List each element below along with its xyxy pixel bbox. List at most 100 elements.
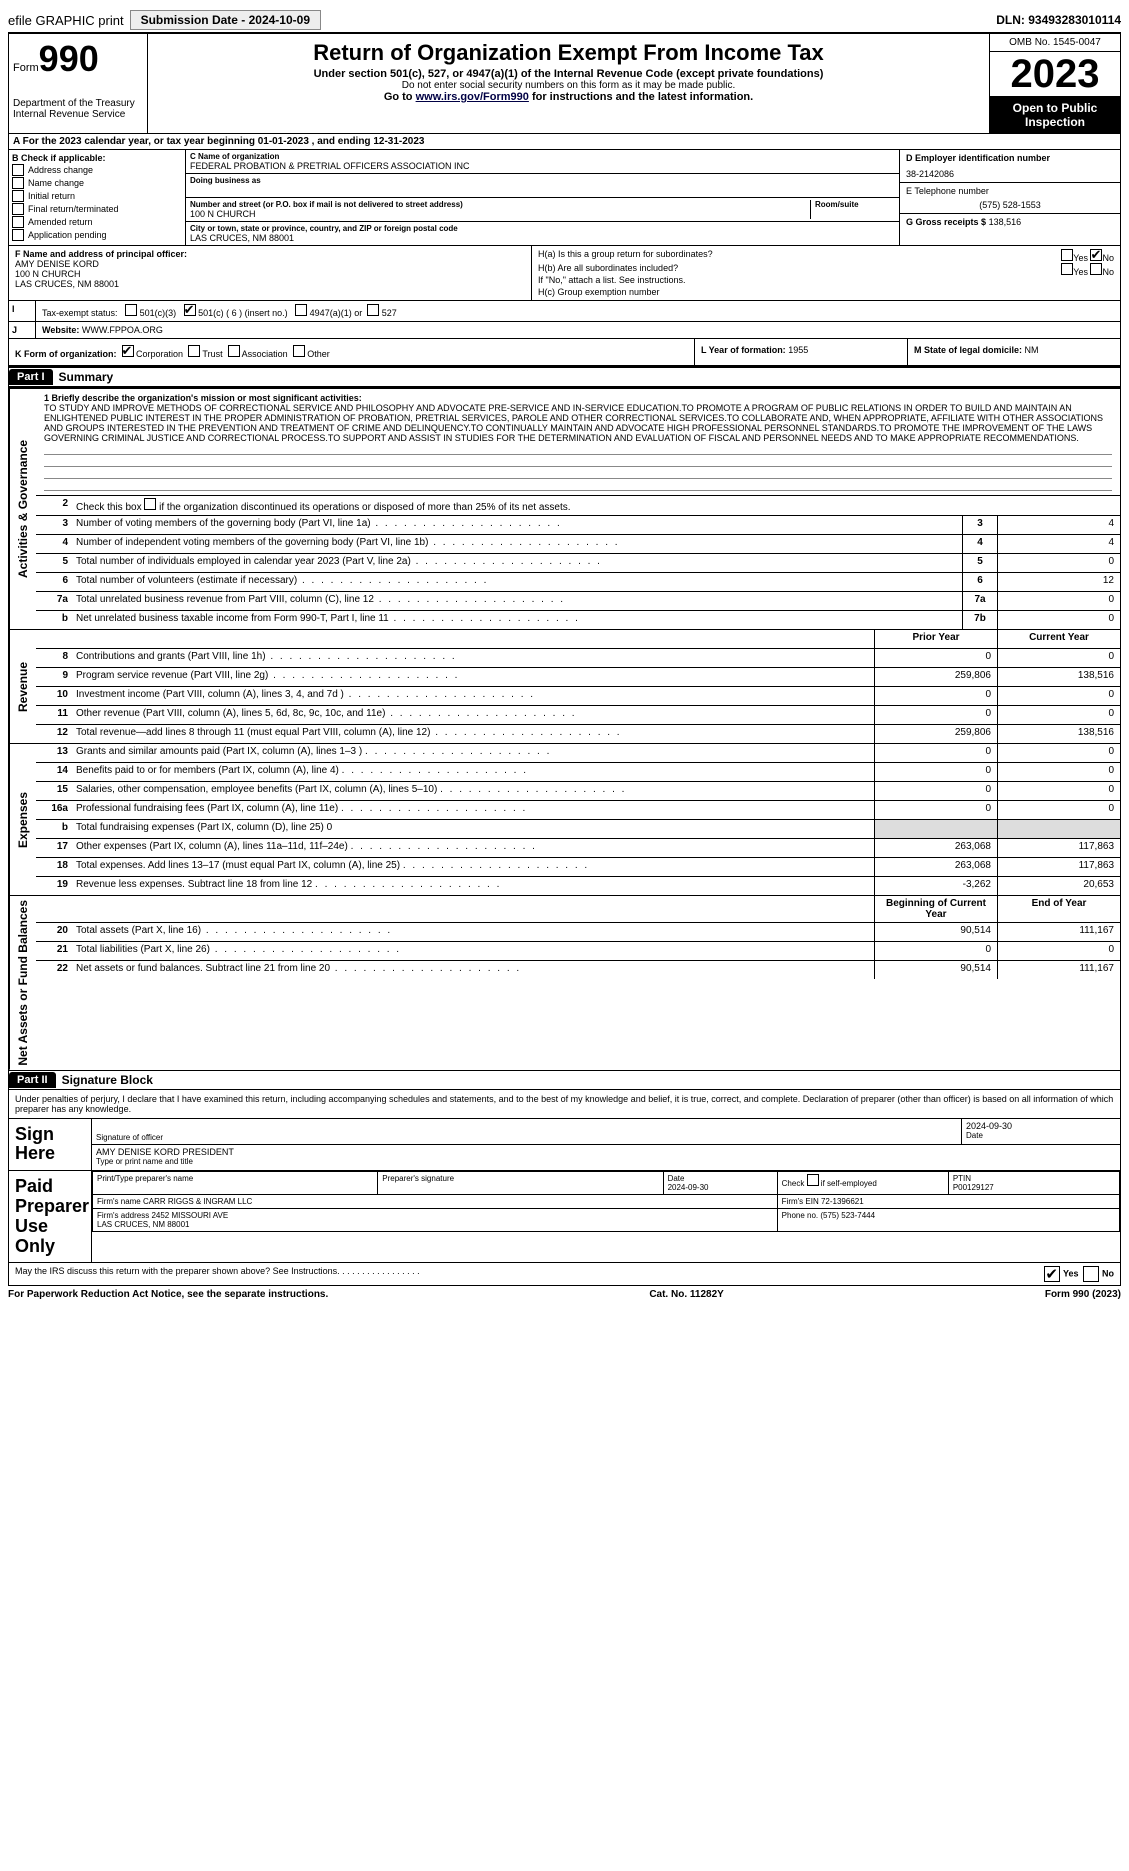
line2-checkbox[interactable] bbox=[144, 498, 156, 510]
discuss-no-box[interactable] bbox=[1083, 1266, 1099, 1282]
chk-amended-return[interactable]: Amended return bbox=[12, 216, 182, 228]
prior-val: 259,806 bbox=[874, 668, 997, 686]
goto-suffix: for instructions and the latest informat… bbox=[529, 91, 753, 103]
curr-val: 0 bbox=[997, 687, 1120, 705]
header-right: OMB No. 1545-0047 2023 Open to Public In… bbox=[989, 34, 1120, 133]
curr-val: 0 bbox=[997, 942, 1120, 960]
line1-num: 1 bbox=[44, 393, 49, 403]
line-desc: Total number of individuals employed in … bbox=[72, 554, 962, 572]
prior-val: 263,068 bbox=[874, 858, 997, 876]
k-assoc-box[interactable] bbox=[228, 345, 240, 357]
sign-here-content: Signature of officer 2024-09-30 Date AMY… bbox=[91, 1119, 1120, 1171]
h-b: H(b) Are all subordinates included? Yes … bbox=[538, 263, 1114, 273]
line-desc: Salaries, other compensation, employee b… bbox=[72, 782, 874, 800]
527-box[interactable] bbox=[367, 304, 379, 316]
part1-label: Part I bbox=[9, 369, 53, 385]
exp-line-18: 18 Total expenses. Add lines 13–17 (must… bbox=[36, 858, 1120, 877]
chk-application-pending[interactable]: Application pending bbox=[12, 229, 182, 241]
line-desc: Contributions and grants (Part VIII, lin… bbox=[72, 649, 874, 667]
line-desc: Total revenue—add lines 8 through 11 (mu… bbox=[72, 725, 874, 743]
ein-label: D Employer identification number bbox=[906, 153, 1114, 163]
ha-no-box[interactable] bbox=[1090, 249, 1102, 261]
exp-line-15: 15 Salaries, other compensation, employe… bbox=[36, 782, 1120, 801]
line-4: 4 Number of independent voting members o… bbox=[36, 535, 1120, 554]
chk-name-change-label: Name change bbox=[28, 178, 84, 188]
current-year-header: Current Year bbox=[997, 630, 1120, 648]
rev-hdr-num bbox=[36, 630, 72, 648]
tax-exempt-status: Tax-exempt status: 501(c)(3) 501(c) ( 6 … bbox=[36, 301, 1120, 321]
tax-year: 2023 bbox=[990, 52, 1120, 97]
box-m: M State of legal domicile: NM bbox=[907, 339, 1120, 365]
ha-yes: Yes bbox=[1073, 253, 1088, 263]
prep-date-hdr: Date bbox=[668, 1174, 685, 1183]
nab-line-22: 22 Net assets or fund balances. Subtract… bbox=[36, 961, 1120, 979]
501c3-box[interactable] bbox=[125, 304, 137, 316]
activities-governance-section: Activities & Governance 1 Briefly descri… bbox=[8, 387, 1121, 630]
footer-catalog: Cat. No. 11282Y bbox=[649, 1289, 723, 1300]
discuss-yes: Yes bbox=[1063, 1269, 1079, 1279]
m-value: NM bbox=[1025, 345, 1039, 355]
ptin-value: P00129127 bbox=[953, 1183, 994, 1192]
line-num: 6 bbox=[36, 573, 72, 591]
rev-line-11: 11 Other revenue (Part VIII, column (A),… bbox=[36, 706, 1120, 725]
line-desc: Total fundraising expenses (Part IX, col… bbox=[72, 820, 874, 838]
exp-line-19: 19 Revenue less expenses. Subtract line … bbox=[36, 877, 1120, 895]
firm-addr2: LAS CRUCES, NM 88001 bbox=[97, 1220, 189, 1229]
l-label: L Year of formation: bbox=[701, 345, 788, 355]
gross-receipts-label: G Gross receipts $ bbox=[906, 217, 986, 227]
header-left: Form990 Department of the Treasury Inter… bbox=[9, 34, 148, 133]
discuss-yes-box[interactable] bbox=[1044, 1266, 1060, 1282]
line-desc: Number of independent voting members of … bbox=[72, 535, 962, 553]
curr-val bbox=[997, 820, 1120, 838]
self-employed-box[interactable] bbox=[807, 1174, 819, 1186]
officer-addr2: LAS CRUCES, NM 88001 bbox=[15, 279, 525, 289]
gross-receipts-cell: G Gross receipts $ 138,516 bbox=[900, 214, 1120, 230]
org-name: FEDERAL PROBATION & PRETRIAL OFFICERS AS… bbox=[190, 161, 895, 171]
ha-no: No bbox=[1102, 253, 1114, 263]
hc-label: H(c) Group exemption number bbox=[538, 287, 1114, 297]
phone-label: E Telephone number bbox=[906, 186, 1114, 196]
chk-final-return[interactable]: Final return/terminated bbox=[12, 203, 182, 215]
goto-link[interactable]: www.irs.gov/Form990 bbox=[416, 91, 529, 103]
k-other-box[interactable] bbox=[293, 345, 305, 357]
chk-amended-return-label: Amended return bbox=[28, 217, 93, 227]
line-box: 6 bbox=[962, 573, 997, 591]
city-cell: City or town, state or province, country… bbox=[186, 222, 899, 245]
k-trust-box[interactable] bbox=[188, 345, 200, 357]
curr-val: 0 bbox=[997, 782, 1120, 800]
line-num: 5 bbox=[36, 554, 72, 572]
curr-val: 117,863 bbox=[997, 839, 1120, 857]
k-corp-box[interactable] bbox=[122, 345, 134, 357]
k-trust: Trust bbox=[202, 349, 222, 359]
m-label: M State of legal domicile: bbox=[914, 345, 1025, 355]
501c-box[interactable] bbox=[184, 304, 196, 316]
dba-label: Doing business as bbox=[190, 176, 895, 185]
ha-yes-box[interactable] bbox=[1061, 249, 1073, 261]
line1-mission: 1 Briefly describe the organization's mi… bbox=[36, 389, 1120, 496]
line-num: 10 bbox=[36, 687, 72, 705]
discuss-row: May the IRS discuss this return with the… bbox=[9, 1262, 1120, 1285]
4947-box[interactable] bbox=[295, 304, 307, 316]
paid-preparer-row: Paid Preparer Use Only Print/Type prepar… bbox=[9, 1171, 1120, 1262]
part1-header-row: Part I Summary bbox=[8, 366, 1121, 387]
hb-yes: Yes bbox=[1073, 267, 1088, 277]
curr-val: 0 bbox=[997, 649, 1120, 667]
ein-value: 38-2142086 bbox=[906, 169, 1114, 179]
prior-val: 0 bbox=[874, 942, 997, 960]
line2-desc: Check this box if the organization disco… bbox=[72, 496, 1120, 515]
line-num: 22 bbox=[36, 961, 72, 979]
chk-initial-return[interactable]: Initial return bbox=[12, 190, 182, 202]
part2-label: Part II bbox=[9, 1072, 56, 1088]
chk-address-change[interactable]: Address change bbox=[12, 164, 182, 176]
chk-name-change[interactable]: Name change bbox=[12, 177, 182, 189]
submission-date-button[interactable]: Submission Date - 2024-10-09 bbox=[130, 10, 321, 30]
form-number: Form990 bbox=[13, 38, 143, 80]
officer-name-label: Type or print name and title bbox=[96, 1157, 1116, 1166]
gross-receipts-value: 138,516 bbox=[989, 217, 1022, 227]
hb-yes-box[interactable] bbox=[1061, 263, 1073, 275]
hb-no-box[interactable] bbox=[1090, 263, 1102, 275]
prior-val: -3,262 bbox=[874, 877, 997, 895]
line-7b: b Net unrelated business taxable income … bbox=[36, 611, 1120, 629]
efile-label: efile GRAPHIC print bbox=[8, 13, 124, 28]
ein-cell: D Employer identification number 38-2142… bbox=[900, 150, 1120, 183]
